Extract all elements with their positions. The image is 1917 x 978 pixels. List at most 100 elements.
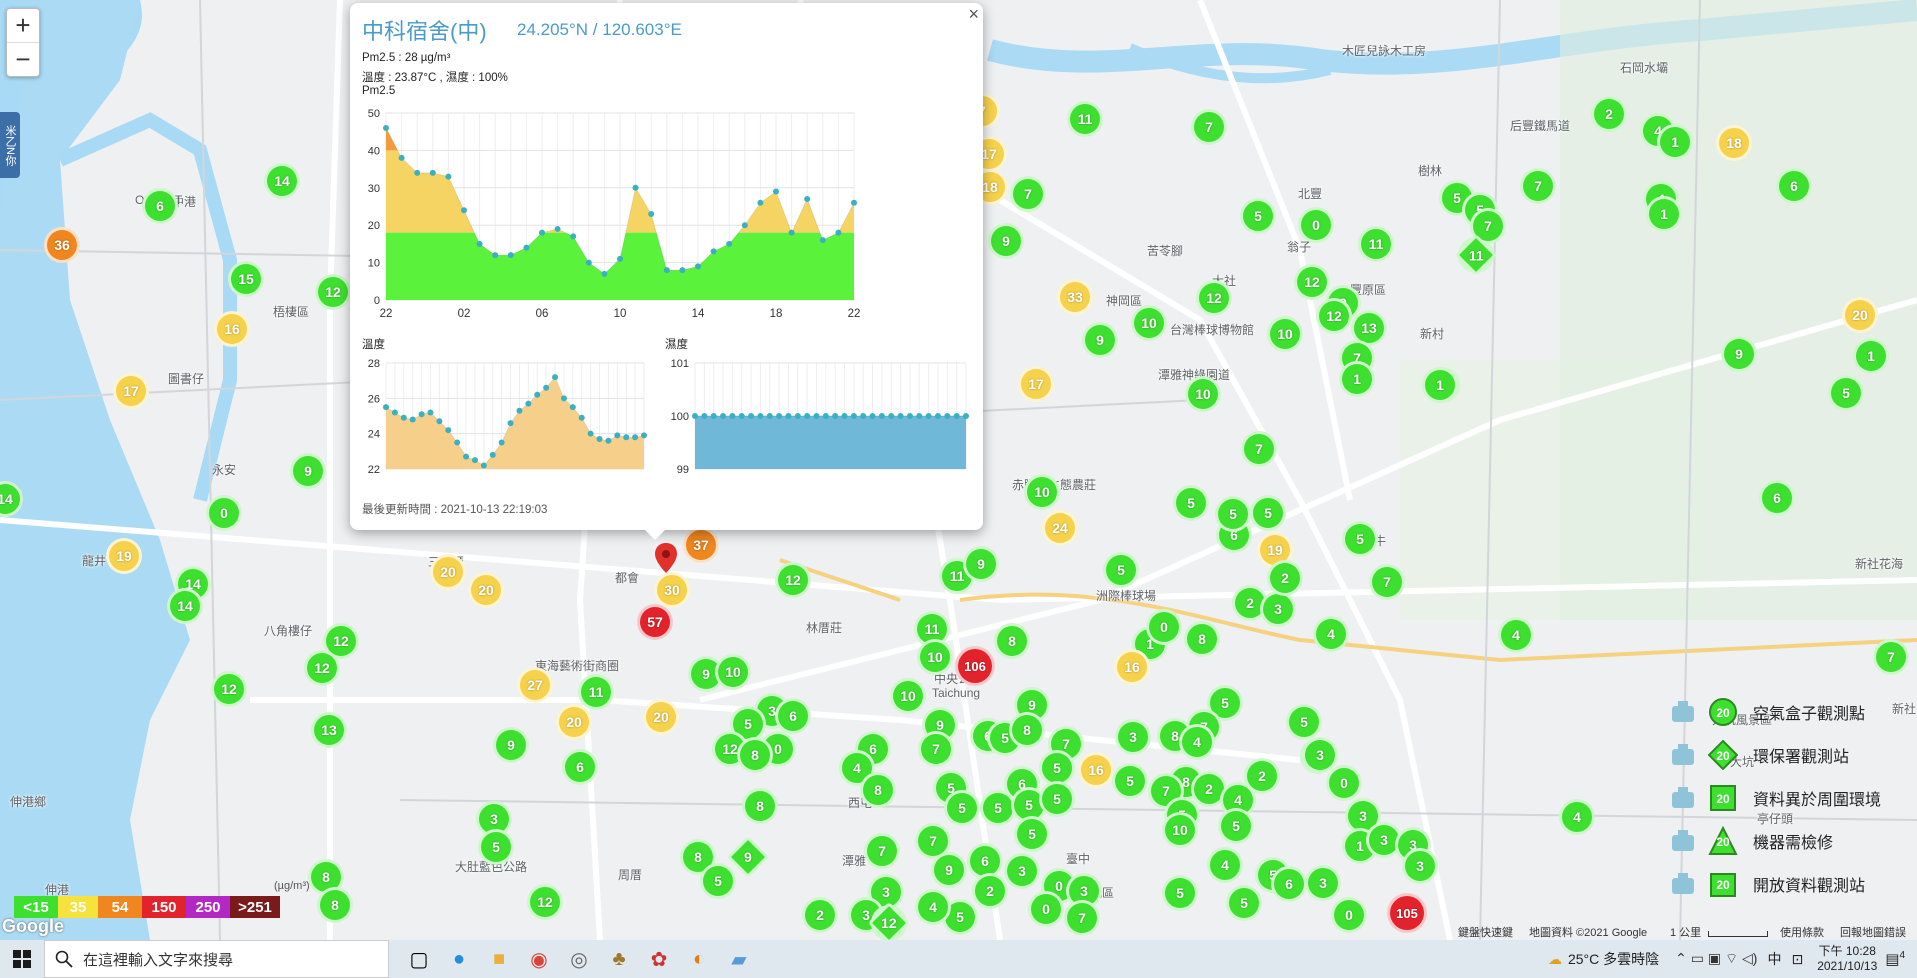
sensor-marker[interactable]: 5 [1215, 496, 1251, 532]
sensor-marker[interactable]: 30 [654, 572, 690, 608]
selected-location-pin-icon[interactable] [655, 543, 677, 573]
sensor-marker[interactable]: 20 [430, 554, 466, 590]
file-explorer-icon[interactable]: ■ [492, 947, 506, 970]
sensor-marker[interactable]: 3 [848, 897, 884, 933]
sensor-marker[interactable]: 4 [1498, 617, 1534, 653]
sensor-marker[interactable]: 0 [1028, 891, 1064, 927]
sensor-marker[interactable]: 8 [860, 772, 896, 808]
sensor-marker[interactable]: 19 [106, 538, 142, 574]
sensor-marker[interactable]: 20 [643, 699, 679, 735]
sensor-marker[interactable]: 10 [1185, 376, 1221, 412]
blender-icon[interactable]: ◐ [692, 947, 706, 970]
sensor-marker[interactable]: 15 [228, 261, 264, 297]
app-icon-4[interactable]: ▰ [731, 948, 747, 971]
sensor-marker[interactable]: 20 [1842, 297, 1878, 333]
sensor-marker[interactable]: 4 [1559, 799, 1595, 835]
sensor-marker[interactable]: 5 [1240, 198, 1276, 234]
sensor-marker[interactable]: 5 [1207, 685, 1243, 721]
sensor-marker[interactable]: 12 [1316, 298, 1352, 334]
sensor-marker[interactable]: 2 [1267, 560, 1303, 596]
zoom-in-button[interactable]: + [15, 10, 31, 40]
sensor-marker[interactable]: 2 [972, 873, 1008, 909]
close-popup-button[interactable]: × [968, 4, 979, 24]
sensor-marker[interactable]: 7 [1873, 639, 1909, 675]
sensor-marker[interactable]: 4 [1207, 847, 1243, 883]
sensor-marker[interactable]: 16 [1078, 752, 1114, 788]
sensor-marker[interactable]: 5 [1039, 781, 1075, 817]
tray-icons[interactable]: ⌃ ▭ ▣ ⌔ ◁) [1675, 950, 1758, 966]
sensor-marker[interactable]: 8 [737, 737, 773, 773]
start-button[interactable] [0, 940, 44, 978]
sensor-marker[interactable]: 5 [1226, 885, 1262, 921]
sensor-marker[interactable]: 8 [317, 887, 353, 923]
sensor-marker[interactable]: 3 [1305, 865, 1341, 901]
keyboard-icon[interactable]: ⊡ [1791, 950, 1804, 967]
sensor-marker[interactable]: 5 [1342, 521, 1378, 557]
sensor-marker[interactable]: 13 [311, 712, 347, 748]
sensor-marker[interactable]: 7 [1191, 109, 1227, 145]
sensor-marker[interactable]: 5 [1162, 875, 1198, 911]
sensor-marker[interactable]: 3 [1302, 737, 1338, 773]
sensor-marker[interactable]: 9 [290, 453, 326, 489]
sensor-marker[interactable]: 5 [1103, 552, 1139, 588]
side-panel-tab[interactable]: 米乙N你 [0, 112, 20, 178]
sensor-marker[interactable]: 5 [1173, 485, 1209, 521]
sensor-marker[interactable]: 1 [1657, 124, 1693, 160]
sensor-marker[interactable]: 0 [1326, 765, 1362, 801]
sensor-marker[interactable]: 5 [1250, 495, 1286, 531]
sensor-marker[interactable]: 12 [527, 884, 563, 920]
sensor-marker[interactable]: 14 [264, 163, 300, 199]
sensor-marker[interactable]: 3 [1402, 848, 1438, 884]
sensor-marker[interactable]: 5 [478, 829, 514, 865]
sensor-marker[interactable]: 4 [915, 889, 951, 925]
sensor-marker[interactable]: 12 [775, 562, 811, 598]
sensor-marker[interactable]: 12 [304, 650, 340, 686]
sensor-marker[interactable]: 7 [864, 833, 900, 869]
sensor-marker[interactable]: 7 [1010, 176, 1046, 212]
sensor-marker[interactable]: 9 [988, 223, 1024, 259]
sensor-marker[interactable]: 36 [44, 227, 80, 263]
sensor-marker[interactable]: 4 [1313, 616, 1349, 652]
zoom-out-button[interactable]: − [7, 42, 39, 76]
sensor-marker[interactable]: 8 [1009, 712, 1045, 748]
sensor-marker[interactable]: 2 [1591, 96, 1627, 132]
sensor-marker[interactable]: 12 [1294, 264, 1330, 300]
sensor-marker[interactable]: 57 [637, 604, 673, 640]
sensor-marker[interactable]: 10 [1162, 812, 1198, 848]
sensor-marker[interactable]: 10 [917, 639, 953, 675]
sensor-marker[interactable]: 6 [775, 698, 811, 734]
sensor-marker[interactable]: 14 [167, 588, 203, 624]
sensor-marker[interactable]: 7 [918, 731, 954, 767]
sensor-marker[interactable]: 0 [1331, 897, 1367, 933]
sensor-marker[interactable]: 8 [994, 623, 1030, 659]
sensor-marker[interactable]: 106 [955, 646, 995, 686]
sensor-marker[interactable]: 7 [1369, 564, 1405, 600]
sensor-marker[interactable]: 5 [1828, 375, 1864, 411]
sensor-marker[interactable]: 105 [1387, 893, 1427, 933]
sensor-marker[interactable]: 3 [1004, 853, 1040, 889]
sensor-marker[interactable]: 4 [1179, 724, 1215, 760]
terms-link[interactable]: 使用條款 [1780, 927, 1824, 939]
sensor-marker[interactable]: 6 [1271, 866, 1307, 902]
sensor-marker[interactable]: 1 [1422, 367, 1458, 403]
sensor-marker[interactable]: 17 [113, 373, 149, 409]
sensor-marker[interactable]: 6 [1776, 168, 1812, 204]
sensor-marker[interactable]: 6 [562, 749, 598, 785]
sensor-marker[interactable]: 5 [700, 863, 736, 899]
keyboard-shortcuts-link[interactable]: 鍵盤快速鍵 [1458, 927, 1513, 939]
sensor-marker[interactable]: 10 [1131, 305, 1167, 341]
sensor-marker[interactable]: 9 [493, 727, 529, 763]
sensor-marker[interactable]: 10 [715, 654, 751, 690]
sensor-marker[interactable]: 10 [890, 678, 926, 714]
sensor-marker[interactable]: 12 [315, 274, 351, 310]
sensor-marker[interactable]: 1 [1646, 196, 1682, 232]
sensor-marker[interactable]: 5 [1286, 704, 1322, 740]
sensor-marker[interactable]: 0 [1298, 207, 1334, 243]
sensor-marker[interactable]: 12 [211, 671, 247, 707]
sensor-marker[interactable]: 14 [0, 481, 23, 517]
sensor-marker[interactable]: 11 [1358, 226, 1394, 262]
sensor-marker[interactable]: 0 [1146, 609, 1182, 645]
sensor-marker[interactable]: 11 [1067, 101, 1103, 137]
sensor-marker[interactable]: 37 [683, 527, 719, 563]
sensor-marker[interactable]: 12 [1196, 280, 1232, 316]
